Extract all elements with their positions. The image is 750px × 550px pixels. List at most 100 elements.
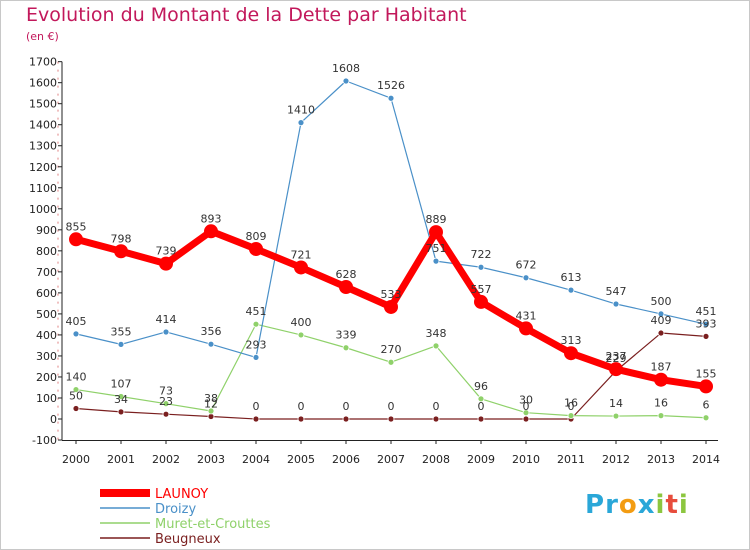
data-label: 739 bbox=[156, 245, 177, 258]
data-label: 405 bbox=[66, 315, 87, 328]
x-tick-label: 2007 bbox=[377, 453, 405, 466]
x-tick-label: 2006 bbox=[332, 453, 360, 466]
data-label: 0 bbox=[298, 400, 305, 413]
data-point bbox=[204, 224, 218, 239]
data-label: 34 bbox=[114, 393, 128, 406]
data-point bbox=[657, 329, 665, 337]
data-label: 12 bbox=[204, 397, 218, 410]
data-point bbox=[384, 299, 398, 314]
x-tick-label: 2002 bbox=[152, 453, 180, 466]
logo-letter: P bbox=[585, 490, 606, 520]
data-label: 751 bbox=[426, 242, 447, 255]
data-point bbox=[387, 415, 395, 423]
data-label: 348 bbox=[426, 327, 447, 340]
data-point bbox=[297, 415, 305, 423]
data-label: 409 bbox=[651, 314, 672, 327]
data-label: 400 bbox=[291, 316, 312, 329]
data-label: 798 bbox=[111, 232, 132, 245]
series-launoy bbox=[69, 224, 713, 394]
data-point bbox=[522, 415, 530, 423]
data-point bbox=[342, 415, 350, 423]
data-label: 722 bbox=[471, 248, 492, 261]
data-point bbox=[699, 379, 713, 394]
data-label: 237 bbox=[606, 350, 627, 363]
logo-letter: r bbox=[605, 490, 619, 520]
data-point bbox=[567, 412, 575, 420]
data-label: 0 bbox=[523, 400, 530, 413]
data-label: 0 bbox=[433, 400, 440, 413]
x-tick-label: 2008 bbox=[422, 453, 450, 466]
y-tick-label: 300 bbox=[36, 350, 57, 363]
data-point bbox=[387, 358, 395, 366]
data-label: 1410 bbox=[287, 104, 315, 117]
data-labels-launoy: 855 798 739 893 809 721 628 533 889 557 431 313 237 1… bbox=[66, 212, 717, 380]
data-label: 6 bbox=[703, 399, 710, 412]
data-label: 672 bbox=[516, 259, 537, 272]
data-label: 38 bbox=[204, 392, 218, 405]
data-point bbox=[477, 415, 485, 423]
x-tick-label: 2000 bbox=[62, 453, 90, 466]
data-point bbox=[429, 225, 443, 240]
data-label: 30 bbox=[519, 394, 533, 407]
data-label: 14 bbox=[609, 397, 623, 410]
data-point bbox=[609, 362, 623, 377]
data-label: 721 bbox=[291, 248, 312, 261]
data-label: 0 bbox=[253, 400, 260, 413]
data-point bbox=[477, 263, 485, 271]
data-point bbox=[477, 395, 485, 403]
y-tick-label: 100 bbox=[36, 392, 57, 405]
y-tick-label: 600 bbox=[36, 287, 57, 300]
data-point bbox=[159, 256, 173, 271]
data-point bbox=[432, 415, 440, 423]
logo-letter: t bbox=[665, 490, 679, 520]
data-label: 140 bbox=[66, 371, 87, 384]
logo-letter: x bbox=[637, 490, 656, 520]
data-label: 451 bbox=[696, 305, 717, 318]
data-label: 1526 bbox=[377, 79, 405, 92]
data-point bbox=[567, 286, 575, 294]
data-label: 393 bbox=[696, 317, 717, 330]
data-point bbox=[519, 321, 533, 336]
y-tick-label: 400 bbox=[36, 329, 57, 342]
data-label: 229 bbox=[606, 352, 627, 365]
data-point bbox=[117, 408, 125, 416]
y-tick-label: 500 bbox=[36, 308, 57, 321]
data-point bbox=[342, 344, 350, 352]
data-label: 414 bbox=[156, 313, 177, 326]
data-label: 889 bbox=[426, 213, 447, 226]
data-point bbox=[207, 340, 215, 348]
x-tick-label: 2010 bbox=[512, 453, 540, 466]
y-tick-label: 700 bbox=[36, 266, 57, 279]
data-label: 0 bbox=[568, 400, 575, 413]
y-tick-label: 800 bbox=[36, 245, 57, 258]
data-point bbox=[702, 332, 710, 340]
y-tick-label: 1400 bbox=[29, 119, 57, 132]
data-point bbox=[432, 257, 440, 265]
data-label: 23 bbox=[159, 395, 173, 408]
legend-label-launoy: LAUNOY bbox=[155, 487, 208, 502]
data-point bbox=[657, 310, 665, 318]
data-label: 533 bbox=[381, 288, 402, 301]
data-point bbox=[72, 405, 80, 412]
data-point bbox=[474, 294, 488, 309]
data-label: 356 bbox=[201, 325, 222, 338]
data-label: 451 bbox=[246, 305, 267, 318]
data-label: 547 bbox=[606, 285, 627, 298]
data-point bbox=[252, 354, 260, 361]
x-tick-label: 2004 bbox=[242, 453, 270, 466]
data-point bbox=[162, 328, 170, 336]
data-label: 355 bbox=[111, 325, 132, 338]
x-tick-labels: 2000 2001 2002 2003 2004 2005 2006 2007 2008 2009… bbox=[62, 440, 720, 466]
data-label: 313 bbox=[561, 334, 582, 347]
data-point bbox=[72, 386, 80, 393]
data-label: 500 bbox=[651, 295, 672, 308]
data-label: 893 bbox=[201, 212, 222, 225]
data-point bbox=[612, 412, 620, 420]
x-tick-label: 2013 bbox=[647, 453, 675, 466]
data-point bbox=[522, 274, 530, 282]
data-point bbox=[297, 119, 305, 127]
y-tick-label: 200 bbox=[36, 371, 57, 384]
x-tick-label: 2014 bbox=[692, 453, 720, 466]
